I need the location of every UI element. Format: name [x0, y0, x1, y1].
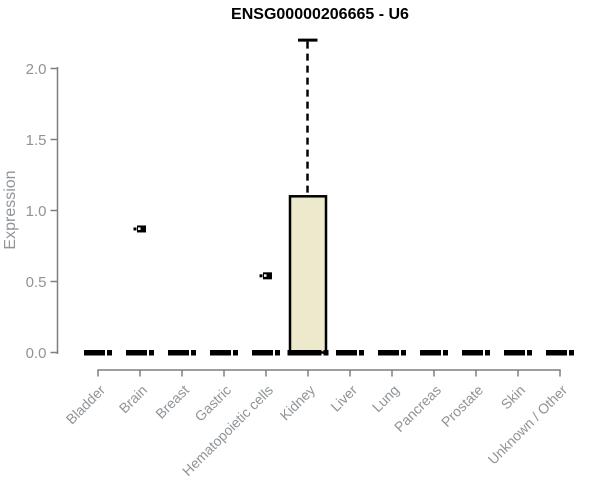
y-axis-tick-label: 0.0 [26, 345, 47, 362]
y-axis-tick-label: 0.5 [26, 274, 47, 291]
boxplot-median [287, 350, 322, 356]
boxplot-collapsed-box-cap [149, 350, 154, 356]
y-axis-tick-label: 1.5 [26, 132, 47, 149]
boxplot-collapsed-box [378, 350, 399, 356]
chart-title: ENSG00000206665 - U6 [231, 6, 409, 23]
boxplot-median-cap [323, 350, 329, 356]
boxplot-collapsed-box-cap [527, 350, 532, 356]
outlier-point-notch [138, 227, 141, 230]
x-axis-tick-label: Pancreas [391, 382, 444, 435]
x-axis-tick-label: Breast [152, 382, 192, 422]
boxplot-collapsed-box-cap [191, 350, 196, 356]
boxplot-collapsed-box-cap [359, 350, 364, 356]
boxplot-collapsed-box [462, 350, 483, 356]
boxplot-collapsed-box [252, 350, 273, 356]
x-axis-tick-label: Skin [498, 382, 529, 413]
boxplot-collapsed-box-cap [107, 350, 112, 356]
x-axis-tick-label: Bladder [63, 382, 109, 428]
boxplot-collapsed-box-cap [233, 350, 238, 356]
x-axis-tick-label: Brain [116, 382, 150, 416]
y-axis-tick-label: 2.0 [26, 61, 47, 78]
boxplot-box [288, 195, 328, 354]
x-axis-tick-label: Kidney [277, 382, 319, 424]
outlier-point [137, 225, 146, 233]
boxplot-collapsed-box-cap [401, 350, 406, 356]
boxplot-collapsed-box-cap [275, 350, 280, 356]
boxplot-collapsed-box [546, 350, 567, 356]
boxplot-collapsed-box-cap [485, 350, 490, 356]
y-axis-tick-label: 1.0 [26, 203, 47, 220]
x-axis-tick-label: Liver [327, 382, 360, 415]
boxplot-collapsed-box-cap [569, 350, 574, 356]
boxplot-collapsed-box-cap [443, 350, 448, 356]
x-axis-tick-label: Prostate [438, 382, 486, 430]
x-axis-tick-label: Unknown / Other [485, 382, 571, 468]
boxplot-collapsed-box [336, 350, 357, 356]
boxplot-collapsed-box [504, 350, 525, 356]
outlier-point [263, 272, 272, 280]
boxplot-collapsed-box [84, 350, 105, 356]
x-axis-tick-label: Lung [369, 382, 402, 415]
boxplot-collapsed-box [168, 350, 189, 356]
outlier-point-dash [133, 227, 137, 231]
outlier-point-notch [264, 274, 267, 277]
boxplot-collapsed-box [210, 350, 231, 356]
boxplot-collapsed-box [420, 350, 441, 356]
outlier-point-dash [259, 274, 263, 278]
boxplot-collapsed-box [126, 350, 147, 356]
